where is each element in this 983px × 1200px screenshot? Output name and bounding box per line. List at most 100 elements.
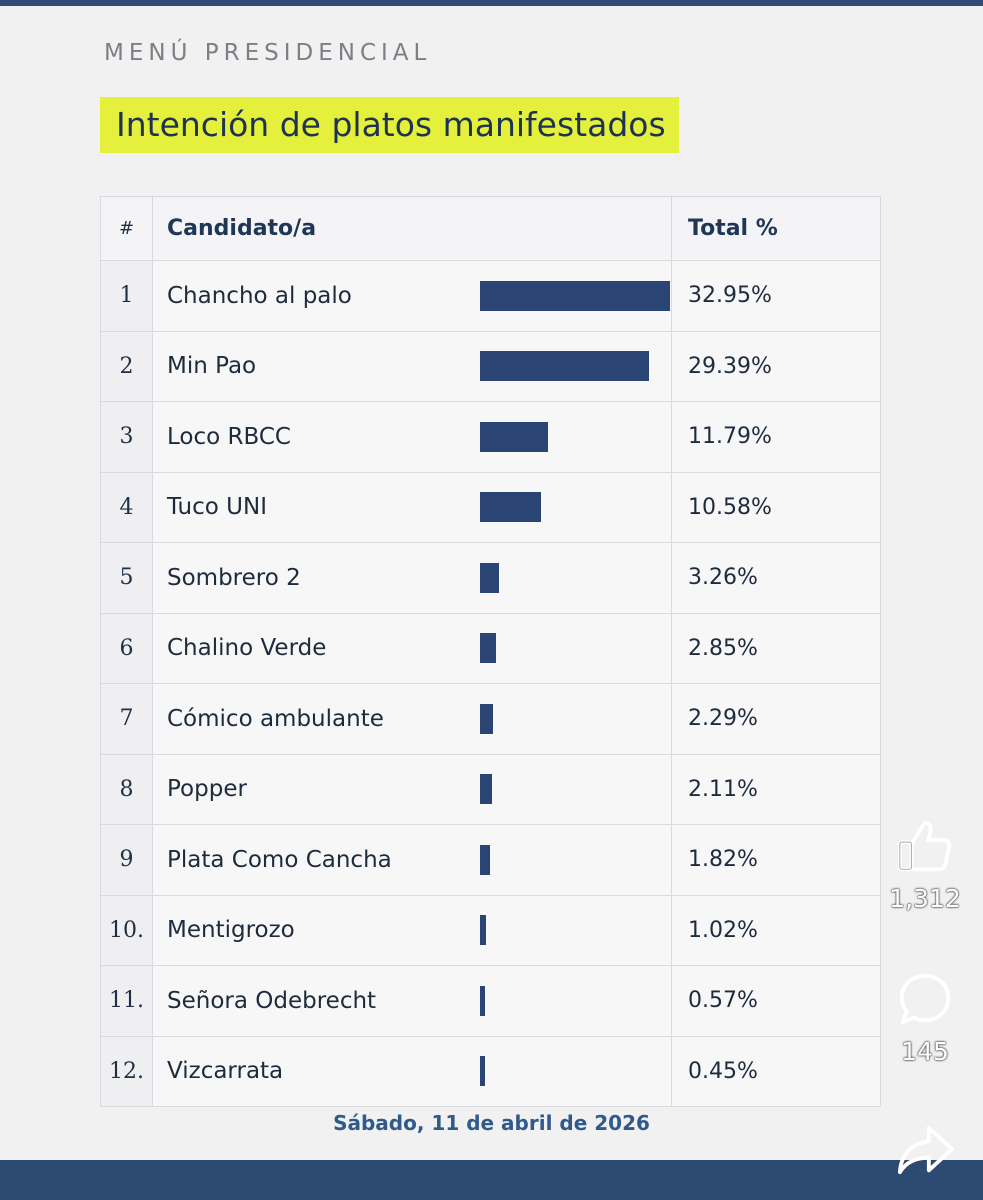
- candidate-name: Popper: [167, 776, 247, 803]
- candidate-cell: Señora Odebrecht: [152, 965, 672, 1037]
- row-number: 6: [100, 612, 153, 684]
- table-row: 3 Loco RBCC 11.79%: [100, 401, 881, 473]
- percentage-value: 11.79%: [688, 424, 772, 450]
- candidate-name: Chalino Verde: [167, 635, 327, 662]
- total-cell: 11.79%: [671, 401, 881, 473]
- percentage-value: 29.39%: [688, 353, 772, 379]
- table-row: 2 Min Pao 29.39%: [100, 330, 881, 402]
- value-bar: [480, 633, 496, 664]
- value-bar: [480, 280, 670, 311]
- overline: MENÚ PRESIDENCIAL: [104, 40, 432, 66]
- comment-action[interactable]: 145: [885, 968, 965, 1066]
- row-number: 8: [100, 753, 153, 825]
- percentage-value: 32.95%: [688, 283, 772, 309]
- candidate-name: Tuco UNI: [167, 494, 267, 521]
- date-label: Sábado, 11 de abril de 2026: [333, 1111, 650, 1135]
- candidate-name: Plata Como Cancha: [167, 846, 392, 873]
- percentage-value: 1.02%: [688, 917, 758, 943]
- row-number: 11.: [100, 965, 153, 1037]
- total-cell: 2.11%: [671, 753, 881, 825]
- candidate-name: Vizcarrata: [167, 1058, 284, 1085]
- candidate-cell: Loco RBCC: [152, 401, 672, 473]
- total-cell: 1.82%: [671, 824, 881, 896]
- results-table: # Candidato/a Total % 1 Chancho al palo 32…: [100, 196, 881, 1107]
- candidate-cell: Chalino Verde: [152, 612, 672, 684]
- table-row: 12. Vizcarrata 0.45%: [100, 1035, 881, 1107]
- candidate-cell: Popper: [152, 753, 672, 825]
- row-number: 10.: [100, 894, 153, 966]
- candidate-name: Señora Odebrecht: [167, 987, 377, 1014]
- candidate-cell: Cómico ambulante: [152, 683, 672, 755]
- candidate-name: Loco RBCC: [167, 423, 291, 450]
- row-number: 7: [100, 683, 153, 755]
- table-row: 4 Tuco UNI 10.58%: [100, 471, 881, 543]
- percentage-value: 2.29%: [688, 706, 758, 732]
- table-row: 1 Chancho al palo 32.95%: [100, 260, 881, 332]
- value-bar: [480, 703, 493, 734]
- value-bar: [480, 562, 499, 593]
- value-bar: [480, 421, 548, 452]
- table-row: 7 Cómico ambulante 2.29%: [100, 683, 881, 755]
- row-number: 1: [100, 260, 153, 332]
- percentage-value: 0.57%: [688, 988, 758, 1014]
- table-row: 11. Señora Odebrecht 0.57%: [100, 965, 881, 1037]
- percentage-value: 2.11%: [688, 776, 758, 802]
- value-bar: [480, 351, 649, 382]
- table-row: 10. Mentigrozo 1.02%: [100, 894, 881, 966]
- table-row: 8 Popper 2.11%: [100, 753, 881, 825]
- bottom-frame-bar: [0, 1160, 983, 1200]
- row-number: 4: [100, 471, 153, 543]
- value-bar: [480, 915, 486, 946]
- total-cell: 29.39%: [671, 330, 881, 402]
- value-bar: [480, 492, 541, 523]
- candidate-cell: Mentigrozo: [152, 894, 672, 966]
- row-number: 3: [100, 401, 153, 473]
- like-action[interactable]: 1,312: [885, 815, 965, 913]
- total-cell: 2.29%: [671, 683, 881, 755]
- thumbs-up-icon[interactable]: [894, 815, 956, 882]
- row-number: 12.: [100, 1035, 153, 1107]
- comment-icon[interactable]: [894, 968, 956, 1035]
- row-number: 5: [100, 542, 153, 614]
- total-cell: 0.57%: [671, 965, 881, 1037]
- comment-count: 145: [901, 1037, 949, 1066]
- page-title: Intención de platos manifestados: [100, 97, 679, 153]
- total-cell: 32.95%: [671, 260, 881, 332]
- candidate-name: Mentigrozo: [167, 917, 295, 944]
- percentage-value: 0.45%: [688, 1058, 758, 1084]
- top-frame-bar: [0, 0, 983, 6]
- share-icon[interactable]: [894, 1122, 956, 1183]
- candidate-cell: Chancho al palo: [152, 260, 672, 332]
- row-number: 2: [100, 330, 153, 402]
- candidate-name: Min Pao: [167, 353, 257, 380]
- candidate-cell: Sombrero 2: [152, 542, 672, 614]
- share-action[interactable]: [885, 1122, 965, 1183]
- table-row: 6 Chalino Verde 2.85%: [100, 612, 881, 684]
- row-number: 9: [100, 824, 153, 896]
- value-bar: [480, 774, 492, 805]
- candidate-name: Sombrero 2: [167, 564, 301, 591]
- header-name: Candidato/a: [152, 196, 672, 261]
- value-bar: [480, 1056, 485, 1087]
- table-row: 9 Plata Como Cancha 1.82%: [100, 824, 881, 896]
- total-cell: 10.58%: [671, 471, 881, 543]
- candidate-name: Cómico ambulante: [167, 705, 384, 732]
- header-num: #: [100, 196, 153, 261]
- candidate-name: Chancho al palo: [167, 282, 352, 309]
- table-row: 5 Sombrero 2 3.26%: [100, 542, 881, 614]
- candidate-cell: Vizcarrata: [152, 1035, 672, 1107]
- total-cell: 1.02%: [671, 894, 881, 966]
- header-total: Total %: [671, 196, 881, 261]
- candidate-cell: Tuco UNI: [152, 471, 672, 543]
- table-header: # Candidato/a Total %: [100, 196, 881, 261]
- value-bar: [480, 844, 490, 875]
- candidate-cell: Plata Como Cancha: [152, 824, 672, 896]
- value-bar: [480, 985, 485, 1016]
- candidate-cell: Min Pao: [152, 330, 672, 402]
- total-cell: 3.26%: [671, 542, 881, 614]
- percentage-value: 2.85%: [688, 635, 758, 661]
- total-cell: 2.85%: [671, 612, 881, 684]
- percentage-value: 1.82%: [688, 847, 758, 873]
- total-cell: 0.45%: [671, 1035, 881, 1107]
- like-count: 1,312: [889, 884, 961, 913]
